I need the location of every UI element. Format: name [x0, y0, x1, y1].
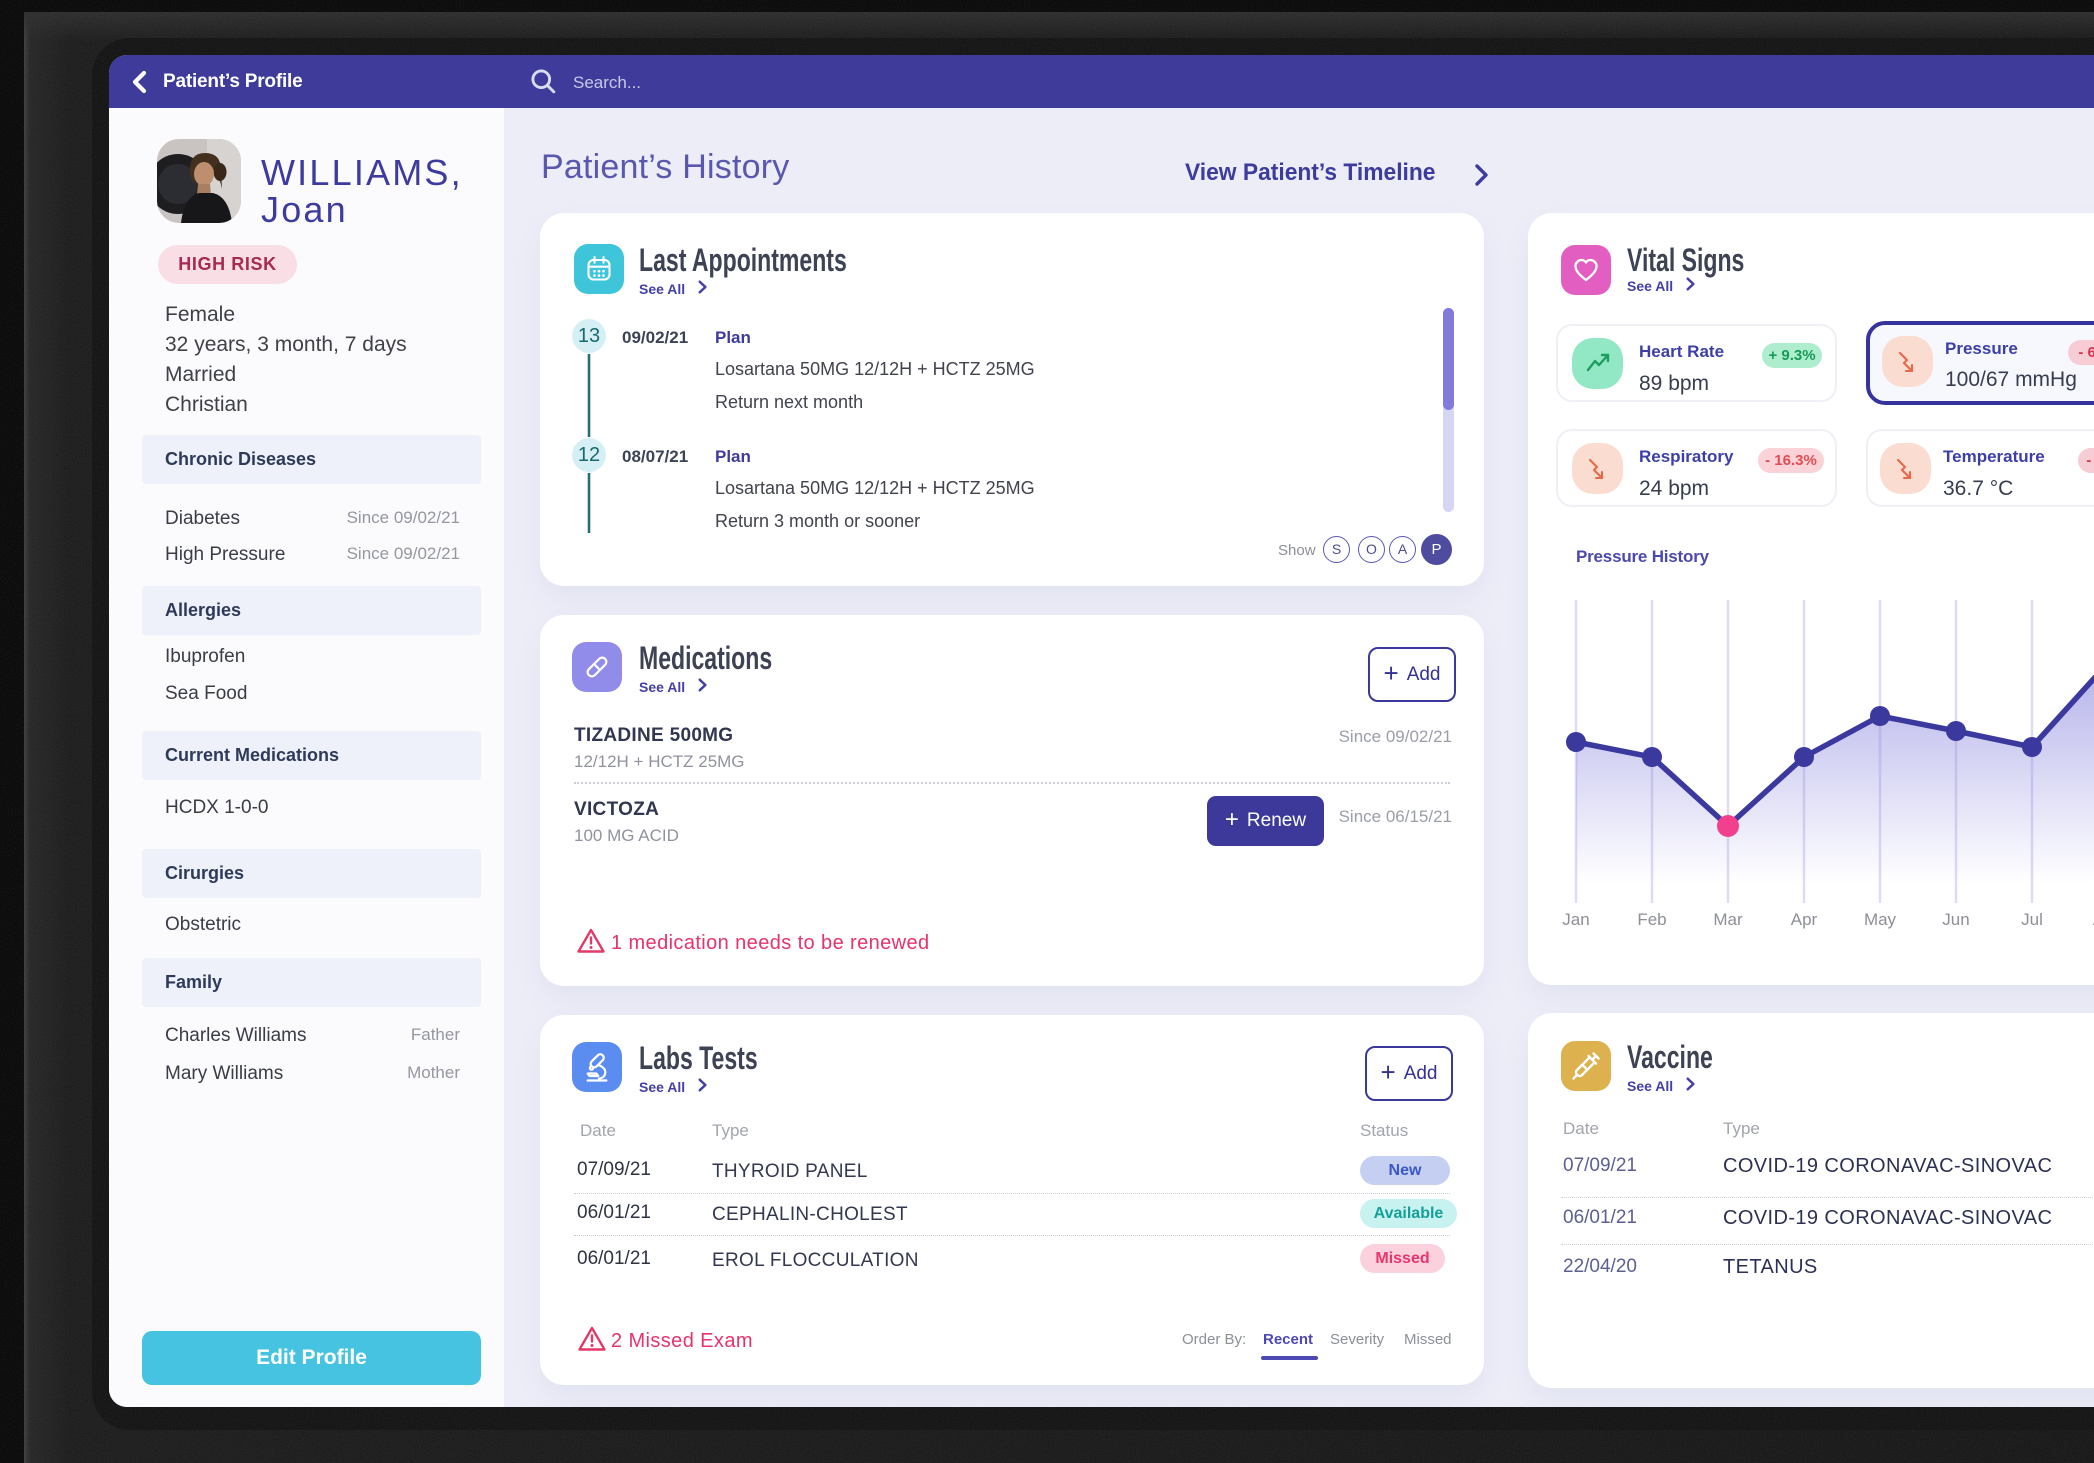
svg-text:Jul: Jul [2021, 910, 2043, 929]
svg-text:Aug: Aug [2093, 910, 2094, 929]
svg-text:Feb: Feb [1637, 910, 1666, 929]
svg-text:Apr: Apr [1791, 910, 1818, 929]
svg-text:May: May [1864, 910, 1897, 929]
svg-text:Mar: Mar [1713, 910, 1743, 929]
svg-text:Jan: Jan [1562, 910, 1589, 929]
svg-text:Jun: Jun [1942, 910, 1969, 929]
